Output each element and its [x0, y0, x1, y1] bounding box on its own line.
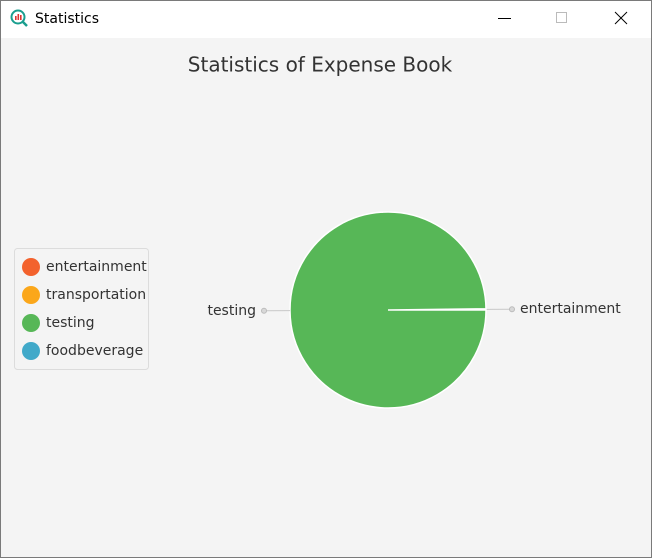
- window-title: Statistics: [35, 11, 99, 27]
- legend-symbol: [22, 258, 40, 276]
- slice-label: entertainment: [520, 301, 621, 317]
- app-icon: [10, 9, 28, 27]
- legend-symbol: [22, 314, 40, 332]
- legend-label: testing: [46, 315, 95, 331]
- legend-symbol: [22, 342, 40, 360]
- pie-slice: [289, 211, 487, 409]
- legend-label: foodbeverage: [46, 343, 143, 359]
- chart-title: Statistics of Expense Book: [188, 53, 453, 77]
- title-bar: [1, 1, 651, 38]
- slice-label: testing: [207, 303, 256, 319]
- close-button[interactable]: [614, 11, 628, 25]
- label-dot: [508, 306, 515, 313]
- label-dot: [261, 307, 268, 314]
- legend-label: entertainment: [46, 259, 147, 275]
- maximize-button[interactable]: [556, 12, 567, 23]
- legend-symbol: [22, 286, 40, 304]
- legend-box: [14, 248, 149, 370]
- legend-label: transportation: [46, 287, 146, 303]
